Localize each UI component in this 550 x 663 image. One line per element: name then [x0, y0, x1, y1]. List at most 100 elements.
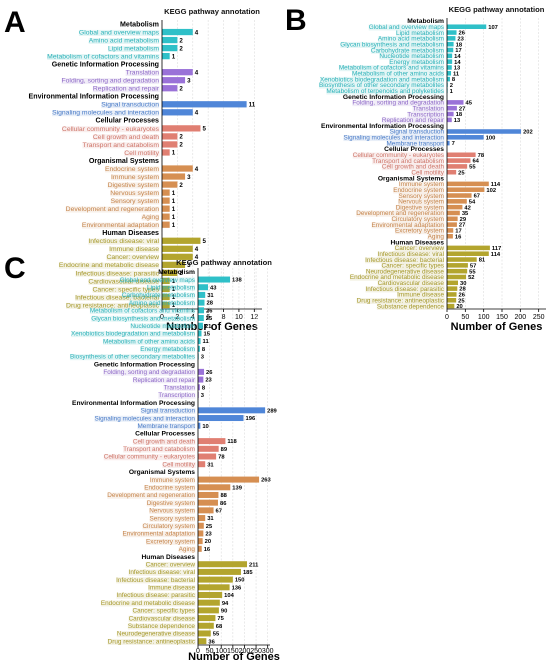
- panel-c-bar-folding-sorting-and-degradation: [198, 368, 205, 375]
- panel-c-label-transport-and-catabolism-bg: [123, 446, 195, 453]
- panel-a-bar-translation: [162, 69, 193, 76]
- panel-c-label-energy-metabolism: Energy metabolism: [140, 346, 195, 353]
- panel-c-label-substance-dependence-bg: [127, 623, 196, 630]
- panel-b-value-immune-disease: 26: [459, 293, 466, 299]
- panel-b-bar-membrane-transport: [447, 140, 450, 146]
- panel-b-label-excretory-system: Excretory system: [395, 228, 444, 235]
- panel-b-tick-200: 200: [514, 314, 526, 321]
- panel-c-label-membrane-transport: Membrane transport: [137, 423, 195, 430]
- panel-b-label-carbohydrate-metabolism-bg: [370, 47, 444, 54]
- panel-c-value-xenobiotics-biodegradation-and-metabolism: 15: [203, 332, 210, 338]
- panel-b-label-infectious-disease-bacterial: Infectious disease: bacterial: [365, 257, 444, 264]
- panel-a-group-human-diseases: Human Diseases: [102, 229, 159, 237]
- panel-b-label-infectious-disease-viral-bg: [377, 251, 444, 258]
- panel-a-label-cell-growth-and-death-bg: [92, 134, 160, 141]
- panel-b-bar-cellular-community-eukaryotes: [447, 152, 476, 158]
- panel-c-value-glycan-biosynthesis-and-metabolism: 25: [206, 316, 213, 322]
- panel-a-label-development-and-regeneration: Development and regeneration: [66, 206, 160, 213]
- panel-a-label-cancer-overview: Cancer: overview: [106, 254, 159, 261]
- panel-b-bar-xenobiotics-biodegradation-and-metabolism: [447, 76, 450, 82]
- panel-b-value-amino-acid-metabolism: 23: [457, 36, 464, 42]
- panel-b-bar-replication-and-repair: [447, 117, 452, 123]
- panel-b-label-drug-resistance-antineoplastic: Drug resistance: antineoplastic: [357, 298, 445, 305]
- panel-c-tick-0: 0: [196, 648, 200, 655]
- panel-b-group-organismal-systems: Organismal Systems: [378, 175, 444, 182]
- panel-c-label-environmental-adaptation: Environmental adaptation: [123, 531, 196, 538]
- panel-a-label-infectious-disease-parasitic-bg: [75, 270, 160, 277]
- panel-c-label-sensory-system-bg: [149, 515, 195, 522]
- panel-c-label-cardiovascular-disease: Cardiovascular disease: [129, 615, 196, 622]
- panel-a-bar-transport-and-catabolism: [162, 141, 178, 148]
- panel-a-label-cellular-community-eukaryotes: Cellular community - eukaryotes: [62, 126, 160, 133]
- panel-c-label-cancer-specific-types: Cancer: specific types: [132, 608, 195, 615]
- panel-b-tick-150: 150: [496, 314, 508, 321]
- panel-c-value-aging: 16: [204, 547, 211, 553]
- panel-b-bar-transcription: [447, 111, 454, 117]
- panel-a-value-digestive-system: 2: [179, 182, 183, 189]
- panel-c-value-transport-and-catabolism: 89: [221, 447, 228, 453]
- panel-b-label-infectious-disease-bacterial-bg: [365, 257, 444, 264]
- panel-a-value-environmental-adaptation: 1: [172, 222, 176, 229]
- panel-b-title: KEGG pathway annotation: [449, 5, 545, 14]
- panel-c-label-signal-transduction-bg: [140, 408, 196, 415]
- panel-c-label-nervous-system-bg: [149, 508, 195, 515]
- panel-b-value-infectious-disease-viral: 114: [491, 252, 501, 258]
- panel-a-label-infectious-disease-parasitic: Infectious disease: parasitic: [76, 270, 160, 277]
- panel-b-label-nervous-system: Nervous system: [398, 199, 444, 206]
- panel-b-bar-infectious-disease-viral: [447, 251, 489, 256]
- panel-b-label-cancer-specific-types-bg: [381, 263, 444, 270]
- panel-a-group-organismal-systems: Organismal Systems: [89, 157, 159, 165]
- panel-a-tick-10: 10: [235, 314, 243, 321]
- panel-c-value-replication-and-repair: 23: [205, 378, 212, 384]
- panel-c-label-endocrine-and-metabolic-disease-bg: [100, 600, 196, 607]
- panel-b-label-signal-transduction-bg: [389, 129, 445, 136]
- panel-c-value-lipid-metabolism: 43: [210, 285, 217, 291]
- panel-c-value-amino-acid-metabolism: 28: [207, 301, 214, 307]
- panel-c-bar-glycan-biosynthesis-and-metabolism: [198, 315, 204, 322]
- panel-b-label-lipid-metabolism-bg: [396, 30, 444, 37]
- panel-c-label-circulatory-system-bg: [142, 523, 195, 530]
- panel-c-value-excretory-system: 20: [205, 539, 211, 545]
- panel-a-bar-cellular-community-eukaryotes: [162, 125, 201, 132]
- panel-c-label-endocrine-system: Endocrine system: [144, 485, 195, 492]
- panel-a-bar-cell-growth-and-death: [162, 133, 178, 140]
- panel-c-bar-cancer-overview: [198, 561, 248, 568]
- panel-b-value-signaling-molecules-and-interaction: 100: [486, 135, 496, 141]
- panel-a-label-cancer-specific-types-bg: [92, 286, 160, 293]
- panel-a-label-endocrine-system-bg: [104, 166, 160, 173]
- panel-c-bar-carbohydrate-metabolism: [198, 291, 206, 298]
- panel-a-label-cell-motility-bg: [124, 150, 160, 157]
- panel-b-value-cell-growth-and-death: 55: [469, 165, 476, 171]
- panel-c-value-neurodegenerative-disease: 55: [213, 632, 220, 638]
- panel-b-label-immune-system-bg: [398, 181, 444, 188]
- panel-b-value-carbohydrate-metabolism: 17: [455, 48, 461, 54]
- panel-b-label-cell-growth-and-death: Cell growth and death: [382, 164, 445, 171]
- panel-c-label-transcription-bg: [158, 392, 196, 399]
- panel-c-bar-signal-transduction: [198, 407, 266, 414]
- panel-c-label-cell-growth-and-death: Cell growth and death: [133, 438, 196, 445]
- panel-a-bar-amino-acid-metabolism: [162, 36, 178, 44]
- panel-c-bar-lipid-metabolism: [198, 284, 208, 291]
- panel-a-label-lipid-metabolism: Lipid metabolism: [108, 45, 159, 52]
- panel-a-bar-signal-transduction: [162, 101, 247, 108]
- panel-b-label-metabolism-of-terpenoids-and-polyketides: Metabolism of terpenoids and polyketides: [326, 88, 444, 95]
- panel-b-label-cellular-community-eukaryotes-bg: [352, 152, 444, 159]
- panel-c-label-signaling-molecules-and-interaction: Signaling molecules and interaction: [94, 415, 195, 422]
- panel-a-bar-aging: [162, 213, 170, 220]
- panel-c-label-lipid-metabolism-bg: [147, 284, 195, 291]
- panel-c-bar-sensory-system: [198, 515, 206, 522]
- panel-c-bar-immune-disease: [198, 584, 230, 591]
- panel-c-label-xenobiotics-biodegradation-and-metabolism-bg: [71, 331, 195, 338]
- panel-c-value-metabolism-of-other-amino-acids: 11: [203, 339, 210, 345]
- panel-b-bar-signaling-molecules-and-interaction: [447, 135, 484, 140]
- panel-b-value-aging: 16: [455, 234, 462, 240]
- panel-c-bar-signaling-molecules-and-interaction: [198, 415, 244, 422]
- panel-c-bar-global-and-overview-maps: [198, 276, 231, 283]
- panel-c-value-infectious-disease-parasitic: 104: [224, 593, 234, 599]
- panel-c-label-carbohydrate-metabolism: Carbohydrate metabolism: [122, 292, 195, 299]
- panel-c-label-digestive-system: Digestive system: [147, 500, 195, 507]
- panel-b-value-xenobiotics-biodegradation-and-metabolism: 8: [452, 77, 456, 83]
- panel-c-label-amino-acid-metabolism-bg: [128, 300, 195, 307]
- panel-c-bar-nucleotide-metabolism: [198, 322, 203, 329]
- panel-b-bar-immune-disease: [447, 292, 457, 297]
